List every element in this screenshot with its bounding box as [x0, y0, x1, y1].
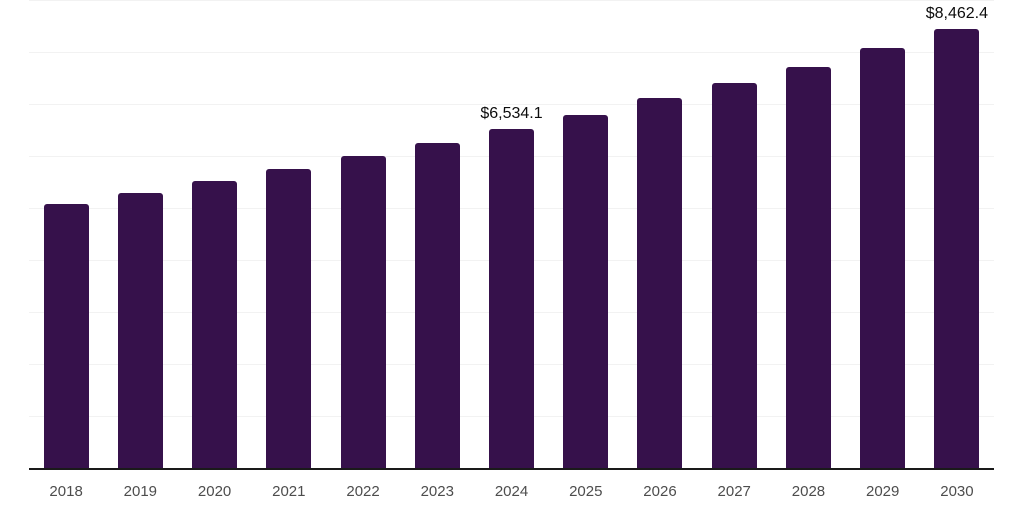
- bar-2029: [860, 48, 906, 469]
- bar-2022: [340, 155, 386, 469]
- x-tick-label-2030: 2030: [940, 483, 974, 500]
- x-tick-label-2022: 2022: [346, 483, 380, 500]
- gridline: [29, 0, 994, 1]
- x-axis: 2018 2019 2020 2021 2022 2023 2024 2025 2026 2027…: [29, 481, 994, 503]
- gridline: [29, 103, 994, 105]
- x-tick-label-2024: 2024: [494, 483, 529, 500]
- x-axis-line: [29, 468, 994, 470]
- data-label-2030: $8,462.4: [925, 4, 989, 22]
- x-tick-label-2029: 2029: [866, 483, 900, 500]
- bar-2024: [489, 129, 534, 469]
- bar-2030: [934, 28, 980, 469]
- x-tick-label-2028: 2028: [791, 483, 826, 500]
- bar-2023: [414, 142, 460, 469]
- bar-2026: [637, 97, 683, 469]
- bar-2019: [117, 192, 163, 469]
- data-label-2024: $6,534.1: [480, 105, 543, 122]
- bar-2021: [266, 169, 312, 469]
- x-tick-label-2023: 2023: [420, 483, 454, 500]
- bar-2028: [785, 66, 831, 469]
- gridline: [29, 51, 994, 53]
- bar-2025: [563, 114, 609, 469]
- x-tick-label-2027: 2027: [717, 483, 751, 500]
- bar-2027: [711, 82, 757, 469]
- plot-area: $6,534.1 $8,462.4: [29, 0, 994, 470]
- x-tick-label-2025: 2025: [569, 483, 603, 500]
- bar-2018: [43, 203, 89, 469]
- x-tick-label-2019: 2019: [123, 483, 158, 500]
- x-tick-label-2020: 2020: [197, 483, 232, 500]
- x-tick-label-2026: 2026: [643, 483, 677, 500]
- x-tick-label-2018: 2018: [49, 483, 83, 500]
- bar-2020: [192, 180, 238, 469]
- x-tick-label-2021: 2021: [272, 483, 306, 500]
